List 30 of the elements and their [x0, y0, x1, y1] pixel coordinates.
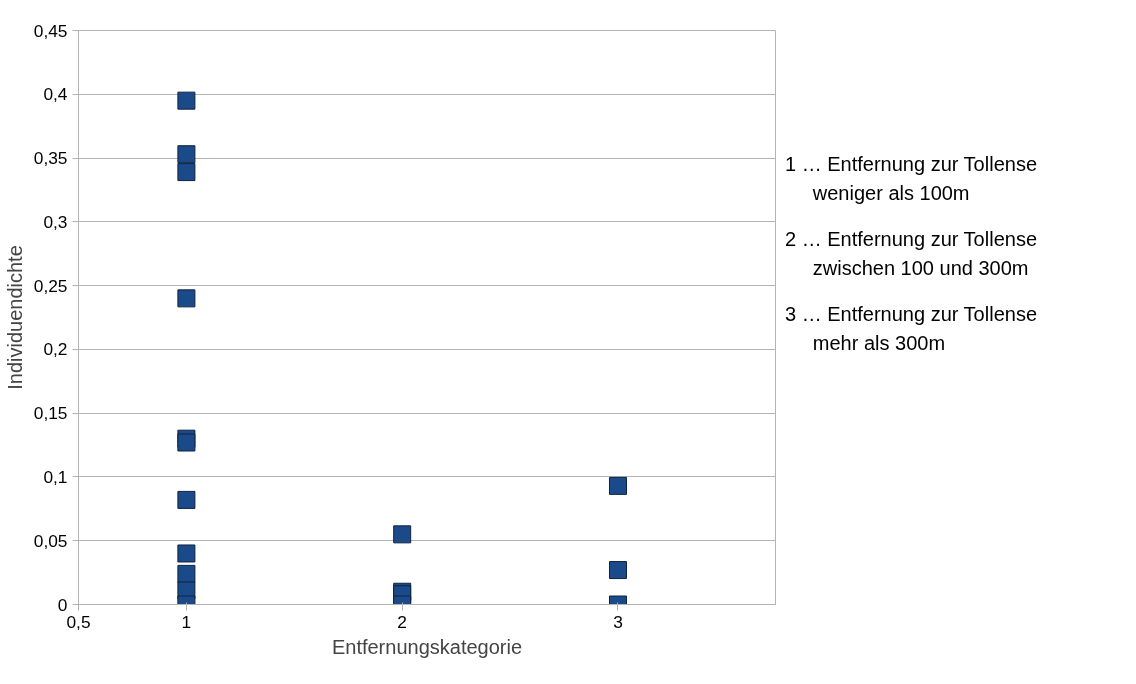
x-tick-label: 3	[613, 611, 623, 632]
text: 3 … Entfernung zur Tollense mehr als 300m	[785, 302, 1038, 356]
x-tick-label: 2	[397, 611, 408, 632]
point	[608, 561, 627, 580]
y-tick-label: 0,4	[43, 84, 68, 105]
point	[177, 544, 196, 563]
point	[608, 476, 627, 495]
text: 1 … Entfernung zur Tollense weniger als 100m	[785, 152, 1038, 206]
y-tick-label: 0,35	[33, 148, 68, 169]
y-tick-label: 0,1	[43, 466, 68, 487]
text: 2 … Entfernung zur Tollense zwischen 100 und 300m	[785, 227, 1038, 281]
y-tick-label: 0,15	[33, 403, 68, 424]
point	[177, 289, 196, 308]
point	[177, 564, 196, 583]
x-tick-label: 1	[181, 611, 192, 632]
y-tick-label: 0,25	[33, 275, 68, 296]
point	[177, 163, 196, 182]
y-axis-title: Individuendichte	[3, 245, 26, 390]
y-tick-label: 0,05	[33, 530, 68, 551]
y-tick-label: 0,45	[33, 20, 68, 41]
x-tick-label: 0,5	[66, 611, 91, 632]
y-tick-label: 0,3	[43, 211, 68, 232]
point	[177, 145, 196, 164]
point	[177, 490, 196, 509]
x-axis-title: Entfernungskategorie	[331, 635, 523, 658]
point	[393, 525, 412, 544]
y-tick-label: 0,2	[43, 339, 68, 360]
y-tick-label: 0	[57, 594, 68, 615]
point	[177, 91, 196, 110]
point	[177, 433, 196, 452]
